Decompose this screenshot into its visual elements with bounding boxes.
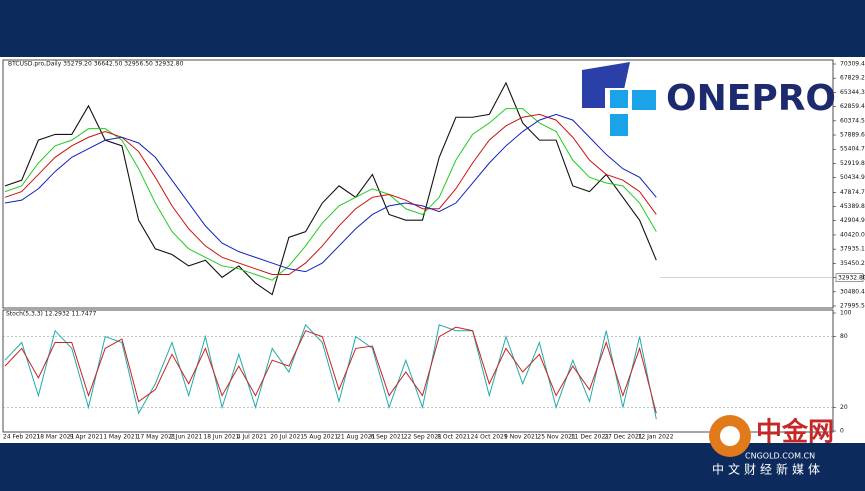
y-tick-label: 45389.80 bbox=[840, 203, 865, 210]
y-tick-label: 0 bbox=[840, 428, 844, 435]
y-tick-label: 65344.30 bbox=[840, 89, 865, 96]
main-title: BTCUSD.pro,Daily 35279.20 36642.50 32956… bbox=[8, 61, 184, 68]
x-tick-label: 2 Jun 2021 bbox=[170, 434, 202, 441]
y-tick-label: 52919.80 bbox=[840, 160, 865, 167]
x-tick-label: 17 May 2021 bbox=[137, 434, 176, 441]
stoch-title: Stoch(5,3,3) 12.2932 11.7477 bbox=[6, 311, 97, 318]
y-tick-label: 70309.40 bbox=[840, 61, 865, 68]
x-tick-label: 11 Dec 2021 bbox=[571, 434, 610, 441]
x-tick-label: 12 Jan 2022 bbox=[638, 434, 674, 441]
onepro-logo: ONEPRO bbox=[582, 62, 836, 136]
x-tick-label: 22 Sep 2021 bbox=[404, 434, 442, 441]
site-logo: 中金网 bbox=[756, 417, 834, 448]
logo-inner bbox=[720, 426, 740, 446]
y-tick-label: 62859.40 bbox=[840, 103, 865, 110]
x-tick-label: 24 Oct 2021 bbox=[471, 434, 508, 441]
y-tick-label: 20 bbox=[840, 404, 848, 411]
y-tick-label: 42904.90 bbox=[840, 217, 865, 224]
y-tick-label: 35450.20 bbox=[840, 260, 865, 267]
cngold-logo: 中金网 CNGOLD.COM.CN 中文财经新媒体 bbox=[709, 415, 834, 477]
y-tick-label: 50434.90 bbox=[840, 174, 865, 181]
site-url: CNGOLD.COM.CN bbox=[745, 452, 815, 461]
x-tick-label: 9 Apr 2021 bbox=[70, 434, 103, 441]
series-line bbox=[4, 113, 657, 273]
logo-square bbox=[632, 90, 656, 110]
logo-square bbox=[610, 114, 628, 136]
logo-text: ONEPRO bbox=[666, 78, 836, 119]
y-tick-label: 80 bbox=[840, 333, 848, 340]
x-tick-label: 18 Jun 2021 bbox=[203, 434, 239, 441]
y-tick-label: 40420.00 bbox=[840, 231, 865, 238]
y-tick-label: 60374.50 bbox=[840, 117, 865, 124]
site-tagline: 中文财经新媒体 bbox=[712, 462, 824, 477]
x-tick-label: 9 Nov 2021 bbox=[504, 434, 539, 441]
series-line bbox=[4, 326, 657, 414]
x-tick-label: 20 Jul 2021 bbox=[270, 434, 304, 441]
y-tick-label: 100 bbox=[840, 310, 852, 317]
y-tick-label: 55404.70 bbox=[840, 146, 865, 153]
chart-area bbox=[0, 57, 865, 443]
y-tick-label: 67829.20 bbox=[840, 75, 865, 82]
x-tick-label: 6 Sep 2021 bbox=[370, 434, 404, 441]
x-tick-label: 1 May 2021 bbox=[103, 434, 138, 441]
price-label: 32932.80 bbox=[838, 274, 865, 281]
y-tick-label: 30480.40 bbox=[840, 288, 865, 295]
logo-square bbox=[610, 90, 628, 108]
x-tick-label: 5 Aug 2021 bbox=[304, 434, 339, 441]
y-tick-label: 37935.10 bbox=[840, 246, 865, 253]
y-tick-label: 27995.50 bbox=[840, 303, 865, 310]
x-tick-label: 24 Feb 2021 bbox=[3, 434, 41, 441]
x-tick-label: 8 Oct 2021 bbox=[437, 434, 470, 441]
x-tick-label: 21 Aug 2021 bbox=[337, 434, 376, 441]
y-tick-label: 47874.70 bbox=[840, 189, 865, 196]
series-line bbox=[4, 81, 657, 296]
x-tick-label: 27 Dec 2021 bbox=[604, 434, 643, 441]
x-tick-label: 4 Jul 2021 bbox=[237, 434, 267, 441]
x-tick-label: 18 Mar 2021 bbox=[36, 434, 74, 441]
main-panel bbox=[2, 59, 834, 309]
stoch-panel bbox=[2, 309, 834, 433]
y-tick-label: 57889.60 bbox=[840, 132, 865, 139]
x-tick-label: 25 Nov 2021 bbox=[537, 434, 576, 441]
price-box bbox=[835, 273, 864, 283]
